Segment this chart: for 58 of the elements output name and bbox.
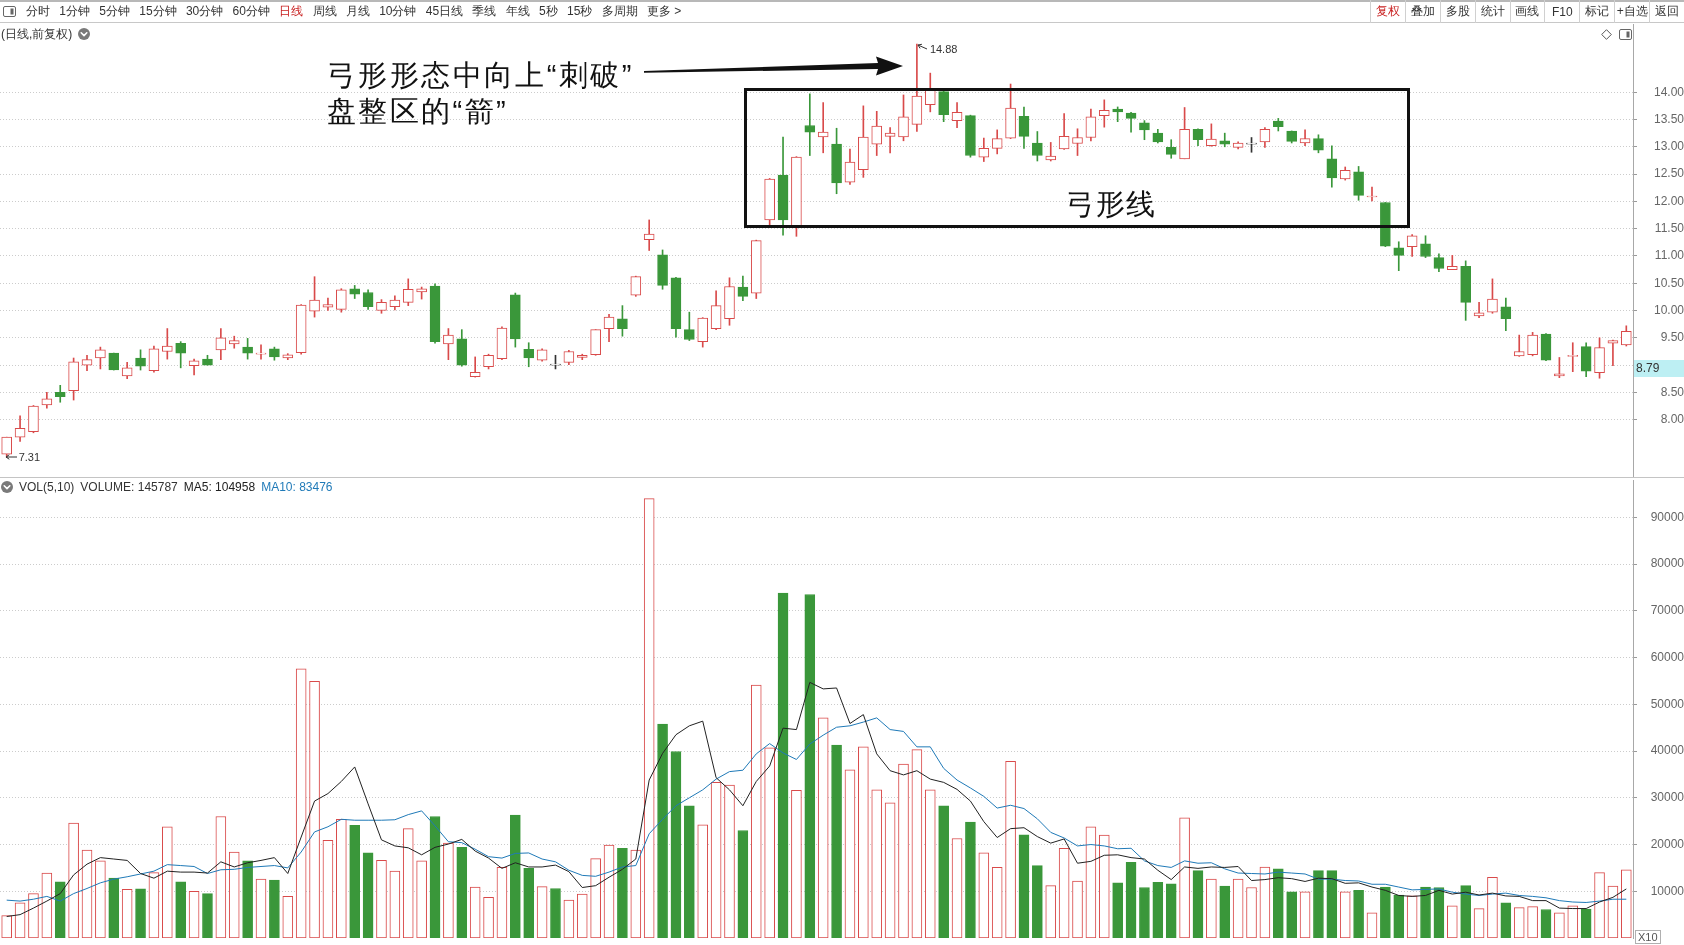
text: +自选: [1616, 3, 1648, 20]
y-tick-label: 11.50: [1654, 220, 1684, 235]
text: 15秒: [567, 3, 593, 20]
text: MA5: 104958: [183, 480, 256, 494]
y-tick-label: 12.50: [1653, 166, 1684, 181]
y-tick-label: 8.00: [1660, 412, 1684, 427]
y-tick-label: 14.00: [1653, 84, 1684, 99]
text: 周线: [312, 3, 337, 20]
text: 更多 >: [646, 3, 682, 20]
text: 45日线: [425, 3, 464, 20]
y-tick-label: 10000: [1650, 883, 1684, 898]
chart-title: VOL(5,10): [19, 480, 75, 494]
text: F10: [1552, 4, 1573, 19]
text: 多周期: [601, 3, 638, 20]
y-tick-label: 12.00: [1653, 193, 1684, 208]
y-tick-label: 11.00: [1654, 248, 1684, 263]
y-axis-title: X10: [1638, 931, 1658, 943]
text: 30分钟: [185, 3, 224, 20]
chart-title: (日线,前复权): [1, 25, 73, 43]
text: 季线: [472, 3, 497, 20]
annotation: VOLUME: 145787: [80, 480, 178, 494]
text: 15分钟: [139, 3, 177, 20]
y-tick-label: 30000: [1650, 790, 1684, 805]
text: 复权: [1375, 3, 1400, 20]
y-tick-label: 50000: [1650, 696, 1684, 711]
y-tick-label: 70000: [1650, 603, 1684, 618]
y-tick-label: 20000: [1650, 836, 1684, 851]
text: 标记: [1585, 3, 1610, 20]
y-tick-label: 9.50: [1660, 330, 1684, 345]
annotation: 弓形形态中向上“刺破” 盘整区的“箭”: [327, 59, 634, 127]
text: 1分钟: [59, 3, 90, 20]
text: 年线: [505, 3, 530, 20]
text: 分时: [26, 3, 50, 20]
text: 多股: [1445, 3, 1470, 20]
y-tick-label: 80000: [1650, 556, 1684, 571]
annotation: 弓形线: [1066, 188, 1156, 220]
text: 日线: [279, 3, 304, 20]
text: 叠加: [1410, 3, 1435, 20]
y-tick-label: 60000: [1650, 649, 1684, 664]
y-tick-label: 10.00: [1653, 302, 1684, 317]
text: 5分钟: [99, 3, 130, 20]
text: 10分钟: [379, 3, 417, 20]
y-tick-label: 13.00: [1653, 139, 1684, 154]
y-tick-label: 10.50: [1653, 275, 1684, 290]
annotation: 7.31: [18, 451, 41, 464]
y-tick-label: 40000: [1650, 743, 1684, 758]
text: 画线: [1515, 3, 1540, 20]
text: 返回: [1655, 3, 1680, 20]
text: 8.79: [1636, 361, 1660, 375]
y-tick-label: 13.50: [1653, 111, 1684, 126]
text: 5秒: [539, 3, 558, 20]
text: 统计: [1480, 3, 1505, 20]
text: 月线: [345, 3, 370, 20]
text: 60分钟: [232, 3, 270, 20]
y-tick-label: 8.50: [1660, 384, 1684, 399]
annotation: 14.88: [929, 43, 958, 56]
text: MA10: 83476: [261, 480, 333, 494]
y-tick-label: 90000: [1650, 509, 1684, 524]
